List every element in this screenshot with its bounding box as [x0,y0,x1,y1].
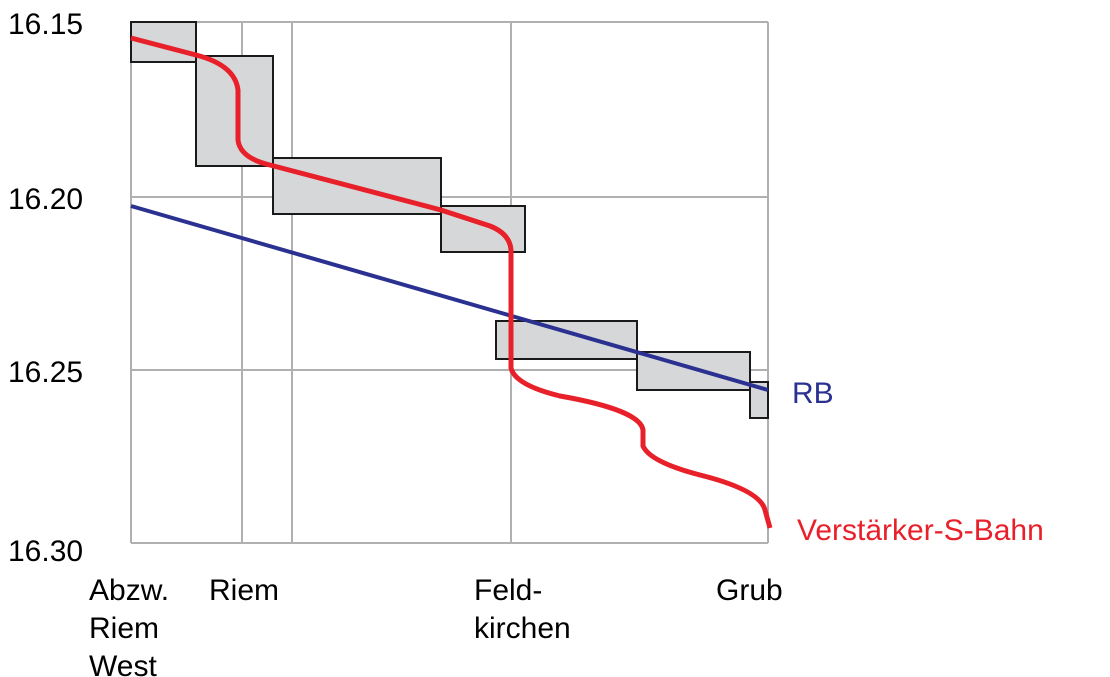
y-tick-label: 16.20 [8,183,83,216]
block [130,21,197,63]
station-label: Feld- [474,574,542,607]
y-tick-label: 16.25 [8,356,83,389]
block [749,381,769,419]
y-tick-label: 16.15 [8,8,83,41]
train-label: RB [792,377,834,410]
s-bahn-line [130,35,773,529]
station-label: Abzw. [89,574,169,607]
block [495,320,638,360]
station-label: Riem [209,574,279,607]
train-label: Verstärker-S-Bahn [797,514,1044,547]
block [195,55,274,167]
y-tick-label: 16.30 [8,535,83,568]
y-axis: 16.15 16.20 16.25 16.30 [8,8,83,568]
block [636,351,751,391]
station-label: West [89,650,157,677]
rb-line [130,204,769,392]
station-label: Grub [716,574,783,607]
station-label: Riem [89,612,159,645]
station-label: kirchen [474,612,571,645]
stations: Abzw. Riem West Riem Feld- kirchen Grub [89,574,783,677]
blocking-times [130,21,769,419]
